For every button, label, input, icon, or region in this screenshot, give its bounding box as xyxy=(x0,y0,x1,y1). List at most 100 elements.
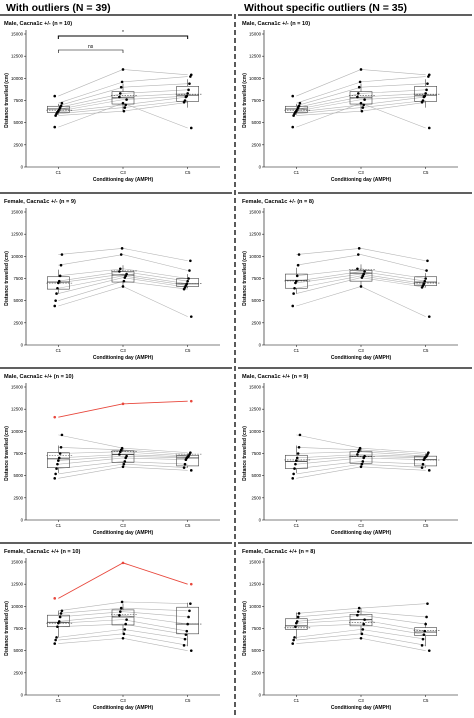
y-tick-label: 0 xyxy=(21,343,24,348)
x-tick-label: C5 xyxy=(423,523,429,528)
data-point xyxy=(189,315,193,318)
data-point xyxy=(296,263,300,267)
subject-line xyxy=(58,619,188,632)
y-tick-label: 5000 xyxy=(13,120,23,125)
x-tick-label: C1 xyxy=(56,523,62,528)
subject-line xyxy=(296,637,426,651)
data-point xyxy=(357,85,361,89)
data-point xyxy=(118,453,121,456)
box-body xyxy=(176,86,199,102)
data-point xyxy=(125,454,128,458)
outlier-point xyxy=(53,415,57,419)
y-axis-label: Distance travelled (cm) xyxy=(4,426,10,481)
data-point xyxy=(189,649,193,652)
data-point xyxy=(357,247,361,250)
subject-line xyxy=(58,466,188,479)
y-tick-label: 0 xyxy=(259,518,262,523)
subject-line xyxy=(296,248,426,262)
data-point xyxy=(424,622,427,626)
data-point xyxy=(189,126,193,130)
outlier-point xyxy=(53,597,57,600)
y-tick-label: 2500 xyxy=(13,142,23,147)
y-tick-label: 12500 xyxy=(11,54,24,59)
box-body xyxy=(111,450,135,463)
data-point xyxy=(293,286,296,290)
subject-line xyxy=(296,623,426,636)
data-point xyxy=(119,606,123,610)
data-point xyxy=(426,82,429,85)
y-tick-label: 5000 xyxy=(13,648,23,653)
data-point xyxy=(362,272,366,276)
data-point xyxy=(427,451,430,454)
data-point xyxy=(53,477,57,480)
x-tick-label: C5 xyxy=(185,698,191,703)
data-point xyxy=(363,618,366,621)
data-point xyxy=(420,466,424,469)
data-point xyxy=(360,462,364,466)
data-point xyxy=(426,602,429,605)
data-point xyxy=(55,467,58,470)
data-point xyxy=(57,456,61,460)
subject-line xyxy=(296,95,426,112)
x-axis-label: Conditioning day (AMPH) xyxy=(331,530,392,536)
data-point xyxy=(356,613,359,617)
data-point xyxy=(427,315,431,318)
data-point xyxy=(121,465,125,469)
y-tick-label: 15000 xyxy=(249,32,262,37)
y-tick-label: 5000 xyxy=(251,473,261,478)
data-point xyxy=(423,629,427,633)
outlier-point xyxy=(121,561,125,565)
y-tick-label: 15000 xyxy=(11,560,24,565)
data-point xyxy=(296,452,300,455)
y-tick-label: 10000 xyxy=(249,76,262,81)
subject-line xyxy=(296,275,426,289)
data-point xyxy=(60,253,64,256)
data-point xyxy=(295,456,299,460)
data-point xyxy=(53,94,57,98)
y-tick-label: 15000 xyxy=(249,385,262,390)
data-point xyxy=(426,259,429,263)
significance-bracket xyxy=(58,49,124,53)
data-point xyxy=(182,466,186,469)
data-point xyxy=(292,472,295,476)
data-point xyxy=(122,109,126,113)
y-tick-label: 0 xyxy=(21,518,24,523)
y-tick-label: 7500 xyxy=(251,98,261,103)
y-axis-label: Distance travelled (cm) xyxy=(242,601,248,656)
y-tick-label: 2500 xyxy=(13,320,23,325)
x-axis-label: Conditioning day (AMPH) xyxy=(93,355,154,361)
y-tick-label: 0 xyxy=(21,165,24,170)
x-axis-label: Conditioning day (AMPH) xyxy=(331,705,392,711)
x-tick-label: C3 xyxy=(358,698,364,703)
y-tick-label: 10000 xyxy=(11,76,24,81)
subject-line xyxy=(296,451,426,457)
data-point xyxy=(53,642,57,645)
data-point xyxy=(122,462,126,466)
data-point xyxy=(421,637,425,641)
y-axis-label: Distance travelled (cm) xyxy=(4,73,10,128)
data-point xyxy=(189,469,193,472)
box-body xyxy=(414,276,437,286)
data-point xyxy=(54,638,57,642)
y-tick-label: 12500 xyxy=(249,54,262,59)
data-point xyxy=(291,642,295,645)
data-point xyxy=(427,73,431,77)
data-point xyxy=(356,267,359,271)
x-tick-label: C5 xyxy=(185,170,191,175)
y-tick-label: 2500 xyxy=(13,670,23,675)
subject-line xyxy=(58,623,188,636)
x-axis-label: Conditioning day (AMPH) xyxy=(93,705,154,711)
x-tick-label: C3 xyxy=(120,523,126,528)
y-tick-label: 15000 xyxy=(249,210,262,215)
x-tick-label: C5 xyxy=(185,348,191,353)
right-column-title: Without specific outliers (N = 35) xyxy=(244,2,407,14)
x-tick-label: C1 xyxy=(56,698,62,703)
box-body xyxy=(349,270,373,282)
data-point xyxy=(291,125,295,129)
panel-title: Male, Cacna1c +/- (n = 10) xyxy=(242,21,310,27)
x-tick-label: C3 xyxy=(358,523,364,528)
subject-line xyxy=(58,611,188,618)
data-point xyxy=(296,615,300,619)
y-tick-label: 2500 xyxy=(251,495,261,500)
x-axis-label: Conditioning day (AMPH) xyxy=(93,177,154,183)
